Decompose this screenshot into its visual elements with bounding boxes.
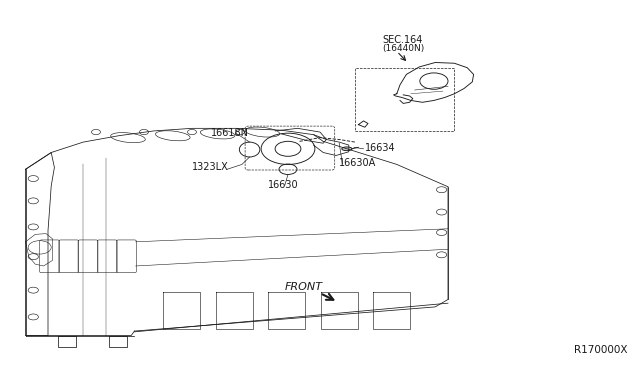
Text: FRONT: FRONT: [285, 282, 323, 292]
Text: SEC.164: SEC.164: [383, 35, 423, 45]
Ellipse shape: [342, 147, 352, 151]
Text: 16634: 16634: [365, 142, 396, 153]
Text: 16630A: 16630A: [339, 158, 376, 168]
Text: (16440N): (16440N): [383, 44, 425, 53]
Text: 1323LX: 1323LX: [192, 162, 228, 172]
Text: R170000X: R170000X: [573, 345, 627, 355]
Text: 16630: 16630: [268, 180, 298, 190]
Text: 16618N: 16618N: [211, 128, 249, 138]
